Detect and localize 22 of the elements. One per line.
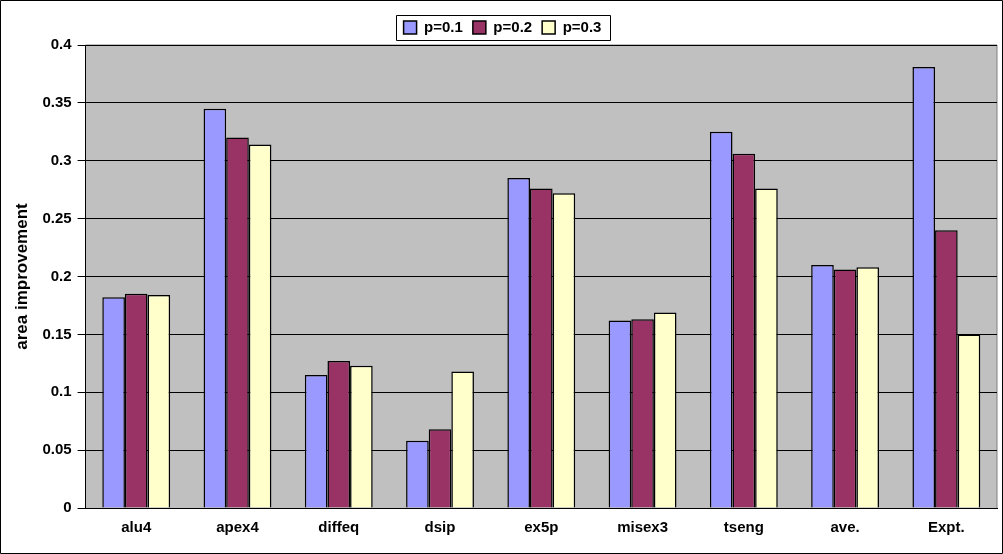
y-tick-label: 0.3 (50, 150, 72, 168)
y-tick-label: 0.4 (50, 35, 73, 53)
y-tick-label: 0 (63, 498, 72, 516)
x-tick-label: alu4 (121, 518, 152, 536)
x-tick-label: dsip (424, 518, 456, 536)
x-tick-label: tseng (723, 518, 764, 536)
x-tick-label: diffeq (318, 518, 360, 536)
y-tick-label: 0.2 (50, 266, 72, 284)
y-tick-label: 0.35 (42, 93, 72, 111)
x-tick-label: apex4 (216, 518, 260, 536)
legend-label: p=0.2 (493, 17, 533, 35)
x-tick-label: ex5p (524, 518, 559, 536)
x-tick-label: Expt. (928, 518, 965, 536)
y-tick-label: 0.15 (42, 324, 72, 342)
y-tick-label: 0.05 (42, 440, 72, 458)
y-tick-label: 0.25 (42, 208, 72, 226)
y-axis-title: area improvement (11, 202, 31, 350)
x-tick-label: ave. (830, 518, 860, 536)
y-tick-label: 0.1 (50, 382, 72, 400)
legend-label: p=0.3 (562, 17, 602, 35)
x-tick-label: misex3 (617, 518, 668, 536)
legend-label: p=0.1 (424, 17, 463, 35)
